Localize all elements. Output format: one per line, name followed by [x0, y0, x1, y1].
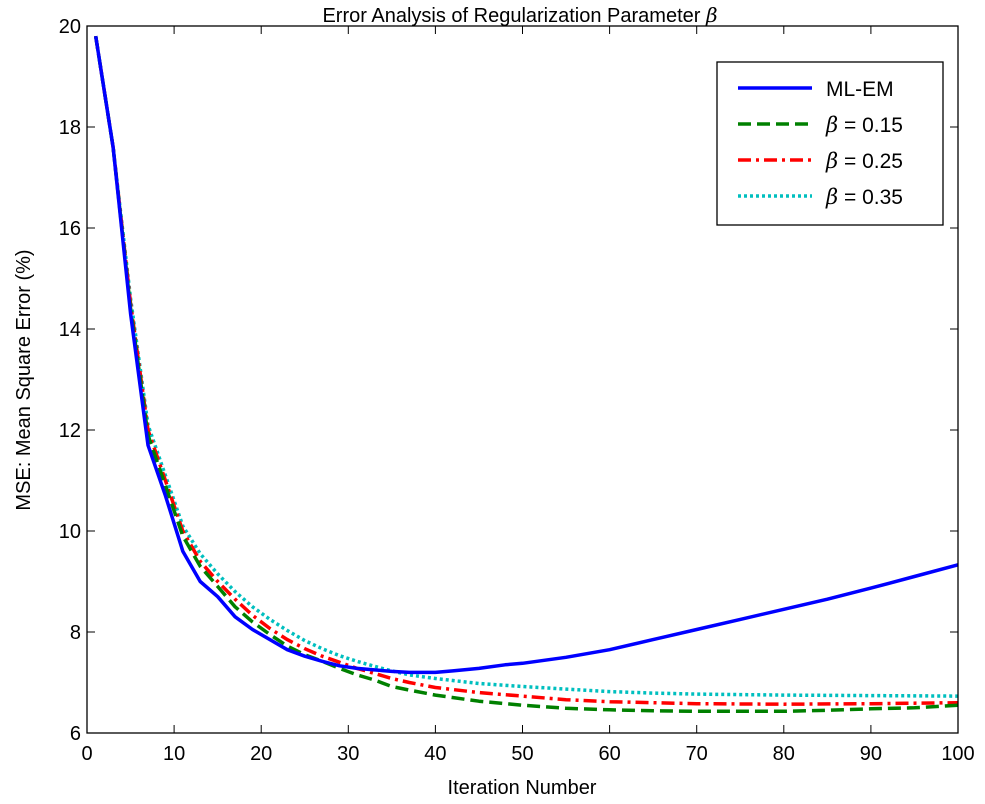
legend-label-3: β = 0.35 [825, 185, 903, 209]
y-tick-label: 16 [59, 218, 81, 240]
legend-items: ML-EMβ = 0.15β = 0.25β = 0.35 [738, 78, 903, 209]
legend-label-text: ML-EM [826, 78, 894, 101]
y-tick-label: 6 [70, 723, 81, 745]
y-tick-label: 18 [59, 117, 81, 139]
ticks-layer: 0 10 20 30 40 50 60 70 80 90 100 6 8 10 12 14 16 18 20 [59, 16, 975, 765]
legend-label-2: β = 0.25 [825, 149, 903, 173]
chart-title-beta-symbol: β [705, 3, 718, 27]
series-line-0 [93, 35, 959, 675]
legend-label-0: ML-EM [826, 78, 894, 101]
legend-beta-symbol: β [825, 149, 838, 173]
y-tick-label: 8 [70, 622, 81, 644]
x-tick-label: 30 [337, 743, 359, 765]
x-tick-label: 90 [860, 743, 882, 765]
x-tick-label: 20 [250, 743, 272, 765]
y-axis-label: MSE: Mean Square Error (%) [13, 249, 35, 510]
x-tick-label: 70 [686, 743, 708, 765]
legend-beta-symbol: β [825, 185, 838, 209]
x-tick-label: 40 [424, 743, 446, 765]
x-tick-label: 60 [598, 743, 620, 765]
y-tick-label: 14 [59, 319, 81, 341]
legend-label-text: = 0.25 [838, 150, 903, 173]
chart-title-text: Error Analysis of Regularization Paramet… [322, 5, 706, 27]
series-line-3 [93, 35, 959, 698]
x-tick-label: 80 [773, 743, 795, 765]
y-tick-label: 10 [59, 521, 81, 543]
legend-label-text: = 0.15 [838, 114, 903, 137]
chart-title: Error Analysis of Regularization Paramet… [322, 3, 717, 27]
plot-frame [86, 25, 959, 734]
x-axis-label: Iteration Number [448, 777, 597, 799]
series-layer [93, 35, 959, 714]
y-tick-label: 20 [59, 16, 81, 38]
legend-label-1: β = 0.15 [825, 113, 903, 137]
x-tick-label: 50 [511, 743, 533, 765]
x-tick-label: 100 [941, 743, 974, 765]
legend-label-text: = 0.35 [838, 186, 903, 209]
legend-beta-symbol: β [825, 113, 838, 137]
x-tick-label: 10 [163, 743, 185, 765]
legend: ML-EMβ = 0.15β = 0.25β = 0.35 [716, 61, 944, 226]
x-tick-label: 0 [81, 743, 92, 765]
y-tick-label: 12 [59, 420, 81, 442]
